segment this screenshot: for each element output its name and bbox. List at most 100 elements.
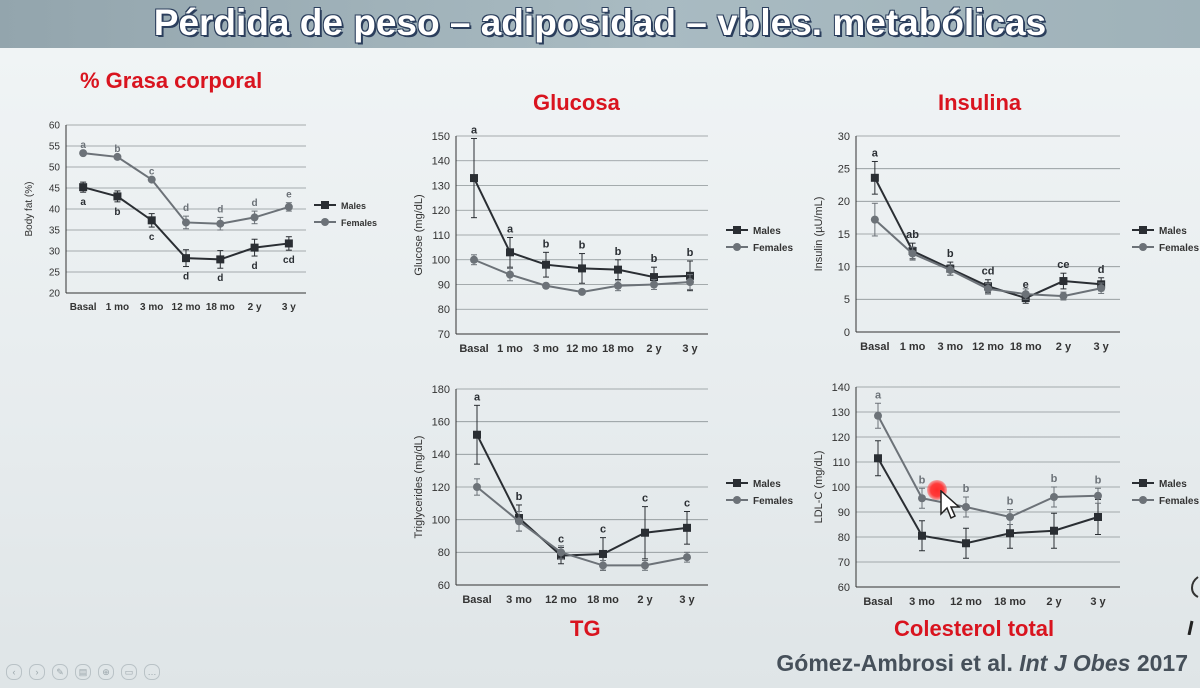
legend-marker — [733, 479, 741, 487]
panel-title-tg: TG — [570, 616, 601, 641]
y-tick-label: 180 — [432, 384, 450, 396]
legend-label: Females — [1159, 243, 1199, 254]
data-point-females — [641, 561, 649, 570]
data-point-females — [984, 284, 992, 293]
y-tick-label: 120 — [432, 205, 450, 217]
data-point-females — [650, 280, 658, 289]
significance-label: b — [919, 474, 926, 486]
legend-label: Males — [753, 226, 781, 237]
data-point-females — [216, 219, 225, 228]
y-tick-label: 100 — [832, 482, 850, 494]
data-point-females — [470, 255, 478, 264]
x-tick-label: 3 y — [1093, 341, 1109, 353]
y-tick-label: 60 — [438, 580, 450, 592]
data-point-males — [284, 239, 293, 248]
data-point-males — [918, 531, 926, 540]
data-point-females — [874, 411, 882, 420]
legend-label: Females — [341, 218, 377, 228]
y-tick-label: 130 — [832, 407, 850, 419]
significance-label: a — [474, 391, 481, 403]
significance-label: b — [1051, 473, 1058, 485]
series-line-males — [877, 457, 1099, 545]
legend-marker — [1139, 496, 1147, 504]
x-tick-label: 2 y — [637, 594, 653, 606]
data-point-females — [578, 287, 586, 296]
slides-icon[interactable]: ▤ — [75, 664, 91, 680]
y-tick-label: 90 — [838, 507, 850, 519]
data-point-males — [641, 528, 649, 537]
x-tick-label: Basal — [459, 343, 488, 355]
data-point-males — [874, 454, 882, 463]
y-tick-label: 50 — [49, 163, 61, 174]
significance-label: a — [471, 124, 478, 136]
x-tick-label: 3 mo — [937, 341, 963, 353]
significance-label: c — [600, 524, 606, 536]
significance-label: d — [217, 204, 223, 215]
y-tick-label: 60 — [838, 582, 850, 594]
more-icon[interactable]: … — [144, 664, 160, 680]
data-point-males — [182, 254, 190, 263]
y-tick-label: 20 — [838, 196, 850, 208]
x-tick-label: 3 y — [682, 343, 698, 355]
data-point-males — [683, 523, 691, 532]
significance-label: d — [217, 273, 223, 284]
significance-label: d — [183, 272, 189, 283]
y-tick-label: 100 — [432, 255, 450, 267]
slide-title: Pérdida de peso – adiposidad – vbles. me… — [153, 2, 1047, 43]
data-point-males — [216, 255, 225, 264]
x-tick-label: Basal — [863, 596, 892, 608]
y-tick-label: 30 — [838, 131, 850, 143]
significance-label: c — [642, 493, 648, 505]
data-point-females — [1021, 290, 1030, 299]
y-tick-label: 40 — [49, 205, 61, 216]
y-tick-label: 160 — [432, 417, 450, 429]
significance-label: cd — [283, 255, 295, 266]
x-tick-label: 3 mo — [140, 302, 163, 313]
data-point-females — [1097, 284, 1106, 293]
y-tick-label: 55 — [49, 142, 61, 153]
data-point-males — [962, 539, 970, 548]
legend-marker — [733, 226, 741, 234]
mouse-cursor-icon — [940, 490, 961, 520]
legend-label: Males — [1159, 226, 1187, 237]
y-tick-label: 20 — [49, 289, 61, 300]
significance-label: c — [149, 167, 155, 178]
significance-label: ab — [906, 229, 919, 241]
data-point-females — [683, 553, 691, 562]
y-axis-label: Triglycerides (mg/dL) — [413, 436, 425, 539]
data-point-males — [650, 273, 658, 282]
x-tick-label: 12 mo — [950, 596, 982, 608]
y-tick-label: 120 — [832, 432, 850, 444]
x-tick-label: Basal — [70, 302, 97, 313]
legend-marker — [733, 496, 741, 504]
data-point-males — [1094, 513, 1102, 521]
significance-label: c — [149, 232, 155, 243]
y-tick-label: 150 — [432, 131, 450, 143]
zoom-icon[interactable]: ⊕ — [98, 664, 114, 680]
data-point-females — [946, 265, 955, 274]
significance-label: b — [687, 247, 694, 259]
data-point-females — [557, 548, 565, 557]
data-point-males — [599, 549, 607, 558]
x-tick-label: 3 y — [1090, 596, 1106, 608]
y-axis-label: LDL-C (mg/dL) — [813, 451, 825, 524]
partial-figure-icon — [1187, 576, 1199, 635]
x-tick-label: 12 mo — [545, 594, 577, 606]
y-tick-label: 45 — [49, 184, 61, 195]
previous-icon[interactable]: ‹ — [6, 664, 22, 680]
legend-marker — [1139, 243, 1147, 251]
pen-icon[interactable]: ✎ — [52, 664, 68, 680]
next-icon[interactable]: › — [29, 664, 45, 680]
y-tick-label: 10 — [838, 262, 850, 274]
x-tick-label: 3 mo — [506, 594, 532, 606]
x-tick-label: Basal — [860, 341, 889, 353]
significance-label: b — [1095, 474, 1102, 486]
data-point-females — [113, 152, 122, 161]
camera-icon[interactable]: ▭ — [121, 664, 137, 680]
series-line-females — [476, 486, 688, 567]
x-tick-label: 18 mo — [206, 302, 235, 313]
y-tick-label: 80 — [438, 304, 450, 316]
significance-label: ce — [1057, 259, 1069, 271]
panel-title-glucose: Glucosa — [533, 90, 620, 115]
significance-label: b — [579, 240, 586, 252]
